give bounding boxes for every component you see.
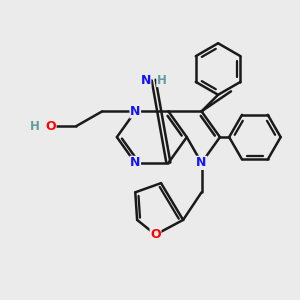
- Text: N: N: [130, 105, 140, 118]
- Text: N: N: [130, 156, 140, 170]
- Text: O: O: [150, 228, 161, 241]
- Text: N: N: [140, 74, 151, 87]
- Text: H: H: [30, 120, 40, 133]
- Text: O: O: [45, 120, 56, 133]
- Text: H: H: [157, 74, 167, 87]
- Text: N: N: [196, 156, 207, 170]
